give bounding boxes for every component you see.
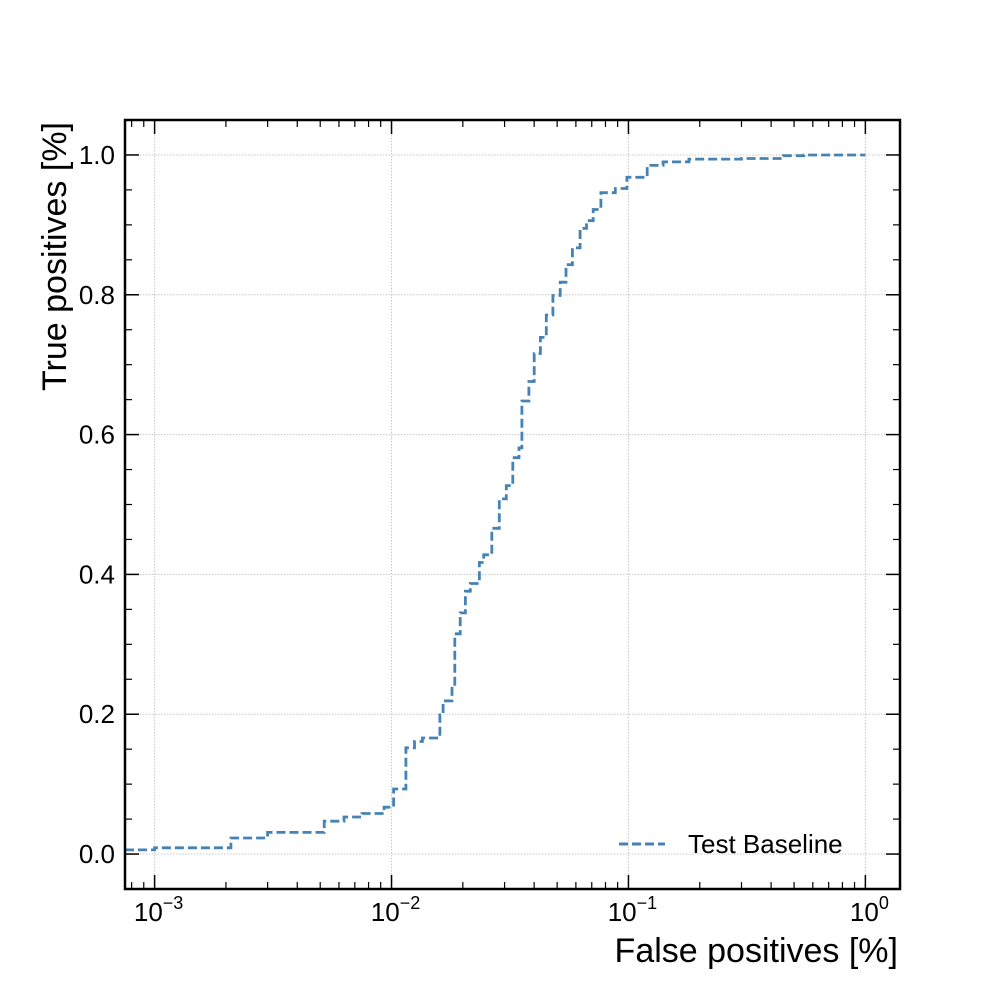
y-tick-label: 0.6 <box>79 420 115 450</box>
x-tick-label: 10−2 <box>371 893 420 927</box>
x-tick-label: 10−1 <box>608 893 657 927</box>
x-tick-label: 10−3 <box>134 893 183 927</box>
tick-labels: 0.0 0.2 0.4 0.6 0.8 1.0 10−3 10−2 10−1 100 <box>79 140 889 927</box>
y-axis-label: True positives [%] <box>36 122 74 391</box>
y-tick-label: 0.2 <box>79 699 115 729</box>
y-tick-label: 0.4 <box>79 559 115 589</box>
grid-lines <box>125 120 900 889</box>
series-layer <box>125 153 866 852</box>
legend-label-test-baseline: Test Baseline <box>688 829 843 859</box>
legend: Test Baseline <box>619 829 843 859</box>
y-tick-label: 1.0 <box>79 140 115 170</box>
x-axis-label: False positives [%] <box>615 932 898 970</box>
x-tick-label: 100 <box>850 893 889 927</box>
series-line-test-baseline <box>125 153 866 852</box>
plot-frame <box>123 118 902 891</box>
y-tick-label: 0.8 <box>79 280 115 310</box>
y-tick-label: 0.0 <box>79 839 115 869</box>
